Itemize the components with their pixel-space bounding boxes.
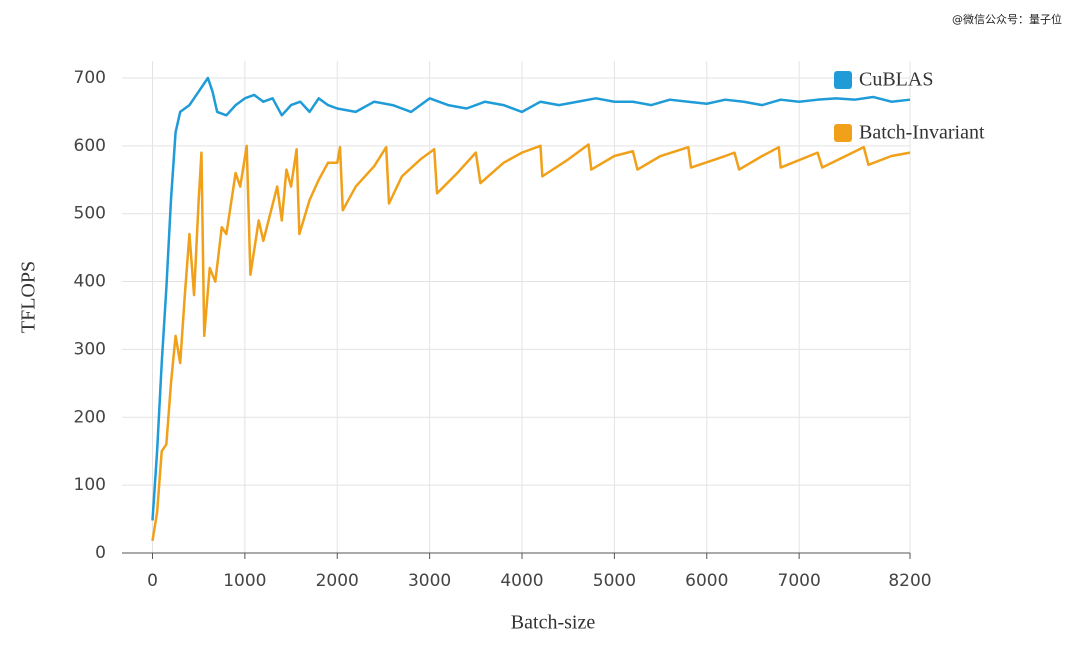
y-tick-label: 300 bbox=[74, 339, 106, 359]
line bbox=[151, 76, 911, 521]
x-tick-label: 5000 bbox=[593, 571, 636, 591]
x-tick-label: 3000 bbox=[408, 571, 451, 591]
y-tick-label: 500 bbox=[74, 204, 106, 224]
legend-swatch bbox=[834, 124, 852, 142]
y-tick-label: 400 bbox=[74, 272, 106, 292]
legend-swatch bbox=[834, 71, 852, 89]
y-tick-label: 600 bbox=[74, 136, 106, 156]
x-tick-label: 2000 bbox=[316, 571, 359, 591]
y-tick-label: 0 bbox=[95, 543, 106, 563]
x-tick-label: 6000 bbox=[685, 571, 728, 591]
x-tick-label: 4000 bbox=[500, 571, 543, 591]
x-tick-label: 0 bbox=[147, 571, 158, 591]
x-tick-label: 1000 bbox=[223, 571, 266, 591]
x-tick-label: 8200 bbox=[888, 571, 931, 591]
x-axis-label: Batch-size bbox=[511, 612, 596, 634]
legend-label: CuBLAS bbox=[859, 69, 933, 91]
y-tick-label: 100 bbox=[74, 475, 106, 495]
y-tick-label: 700 bbox=[74, 68, 106, 88]
y-axis-label: TFLOPS bbox=[18, 261, 40, 333]
legend-label: Batch-Invariant bbox=[859, 122, 985, 144]
x-tick-label: 7000 bbox=[778, 571, 821, 591]
watermark: @微信公众号：量子位 bbox=[952, 12, 1062, 26]
y-tick-label: 200 bbox=[74, 407, 106, 427]
line bbox=[151, 143, 911, 541]
